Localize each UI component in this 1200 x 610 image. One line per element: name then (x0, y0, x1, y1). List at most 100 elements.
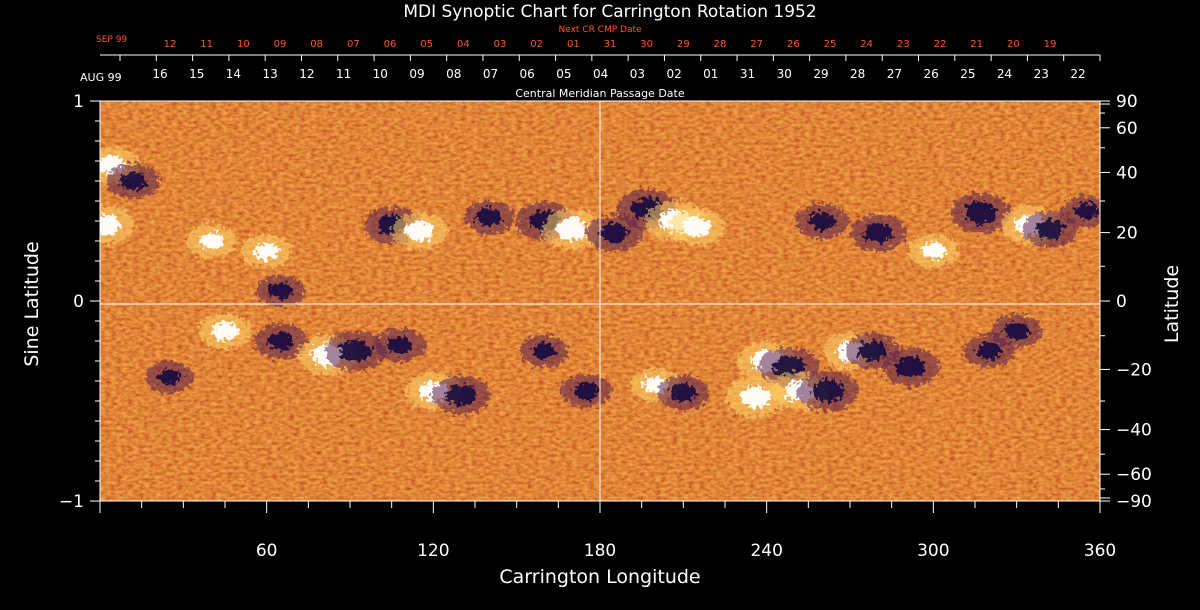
region-core (1035, 219, 1065, 239)
region-core (267, 331, 294, 351)
cmp-day-label: 11 (336, 67, 351, 81)
chart-title: MDI Synoptic Chart for Carrington Rotati… (403, 2, 816, 22)
right-tick-label: 20 (1116, 224, 1138, 244)
cmp-day-label: 01 (703, 67, 718, 81)
next-cr-day-label: 25 (824, 39, 837, 50)
next-cr-day-label: 23 (897, 39, 910, 50)
cmp-day-label: 25 (960, 67, 975, 81)
left-tick-label: −1 (59, 492, 84, 512)
right-tick-label: 0 (1116, 292, 1127, 312)
next-cr-day-label: 05 (420, 39, 433, 50)
right-axis-ticks (1100, 100, 1110, 502)
cmp-day-label: 28 (850, 67, 865, 81)
region-core (858, 341, 887, 361)
next-cr-day-label: 04 (457, 39, 470, 50)
left-axis-label: Sine Latitude (21, 241, 43, 366)
next-cr-day-label: 02 (530, 39, 543, 50)
next-cr-day-label: 27 (750, 39, 763, 50)
x-tick-label: 240 (750, 541, 782, 561)
region-core (1004, 322, 1030, 340)
right-tick-label: 40 (1116, 163, 1138, 183)
region-core (120, 171, 147, 191)
next-cr-day-label: 26 (787, 39, 800, 50)
right-tick-label: −20 (1116, 360, 1152, 380)
right-tick-label: −40 (1116, 421, 1152, 441)
region-core (964, 202, 997, 224)
next-cr-day-label: 30 (640, 39, 653, 50)
next-cr-day-label: 21 (970, 39, 983, 50)
region-core (683, 217, 712, 237)
x-tick-label: 60 (256, 541, 278, 561)
region-core (269, 283, 293, 299)
cmp-day-label: 23 (1034, 67, 1049, 81)
left-tick-label: 1 (73, 92, 84, 112)
left-axis-ticks (90, 100, 100, 502)
cmp-day-labels: 16 15 14 13 12 11 10 09 08 07 06 05 04 03 02 01 31 30 29 28… (152, 67, 1085, 81)
region-core (1074, 203, 1098, 219)
region-core (339, 340, 372, 362)
cmp-day-label: 22 (1070, 67, 1085, 81)
region-core (556, 218, 589, 240)
next-cr-ticks (119, 55, 1101, 61)
left-tick-label: 0 (73, 292, 84, 312)
region-core (211, 321, 239, 341)
cmp-day-label: 05 (556, 67, 571, 81)
cmp-day-label: 16 (152, 67, 167, 81)
region-core (100, 214, 121, 236)
region-core (157, 369, 181, 385)
next-cr-axis-label: Next CR CMP Date (558, 25, 642, 35)
cmp-day-label: 24 (997, 67, 1012, 81)
cmp-day-label: 10 (373, 67, 388, 81)
x-tick-label: 180 (584, 541, 616, 561)
region-core (739, 386, 772, 408)
cmp-day-label: 09 (409, 67, 424, 81)
x-axis-ticks (99, 501, 1101, 513)
right-tick-label: 60 (1116, 119, 1138, 139)
cmp-day-label: 13 (263, 67, 278, 81)
next-cr-day-label: 31 (604, 39, 617, 50)
right-axis-label: Latitude (1161, 265, 1183, 343)
next-cr-day-label: 06 (384, 39, 397, 50)
cmp-day-label: 08 (446, 67, 461, 81)
cmp-day-label: 12 (299, 67, 314, 81)
region-core (254, 242, 280, 260)
region-core (808, 211, 836, 231)
region-core (405, 221, 434, 241)
next-cr-day-label: 08 (310, 39, 323, 50)
x-axis-tick-labels: 60 120 180 240 300 360 (256, 541, 1116, 561)
next-cr-day-label: 01 (567, 39, 580, 50)
x-tick-label: 120 (417, 541, 449, 561)
region-core (896, 356, 927, 378)
next-cr-day-label: 09 (274, 39, 287, 50)
region-core (387, 336, 413, 354)
region-core (573, 382, 599, 400)
x-tick-label: 300 (917, 541, 949, 561)
cmp-day-label: 30 (777, 67, 792, 81)
x-axis-label: Carrington Longitude (499, 566, 700, 588)
next-cr-day-label: 10 (237, 39, 250, 50)
next-cr-day-label: 19 (1044, 39, 1057, 50)
cmp-day-label: 15 (189, 67, 204, 81)
left-axis-tick-labels: 1 0 −1 (59, 92, 84, 512)
cmp-day-label: 03 (630, 67, 645, 81)
next-cr-day-label: 20 (1007, 39, 1020, 50)
right-axis-tick-labels: 90 60 40 20 0 −20 −40 −60 −90 (1116, 92, 1152, 512)
next-cr-day-labels: 12 11 10 09 08 07 06 05 04 03 02 01 31 30 29 28 27 26 25 24… (164, 39, 1057, 50)
region-core (670, 383, 697, 403)
right-tick-label: 90 (1116, 92, 1138, 112)
region-core (920, 242, 946, 260)
x-tick-label: 360 (1084, 541, 1116, 561)
cmp-day-label: 14 (226, 67, 241, 81)
cmp-day-label: 31 (740, 67, 755, 81)
cmp-day-label: 29 (813, 67, 828, 81)
region-core (532, 343, 556, 359)
right-tick-label: −90 (1116, 492, 1152, 512)
cmp-day-label: 27 (887, 67, 902, 81)
next-cr-day-label: 03 (494, 39, 507, 50)
region-core (811, 380, 844, 402)
cmp-day-label: 26 (923, 67, 938, 81)
region-core (476, 208, 502, 226)
active-regions (100, 146, 1100, 417)
cmp-axis-label: Central Meridian Passage Date (515, 87, 684, 100)
